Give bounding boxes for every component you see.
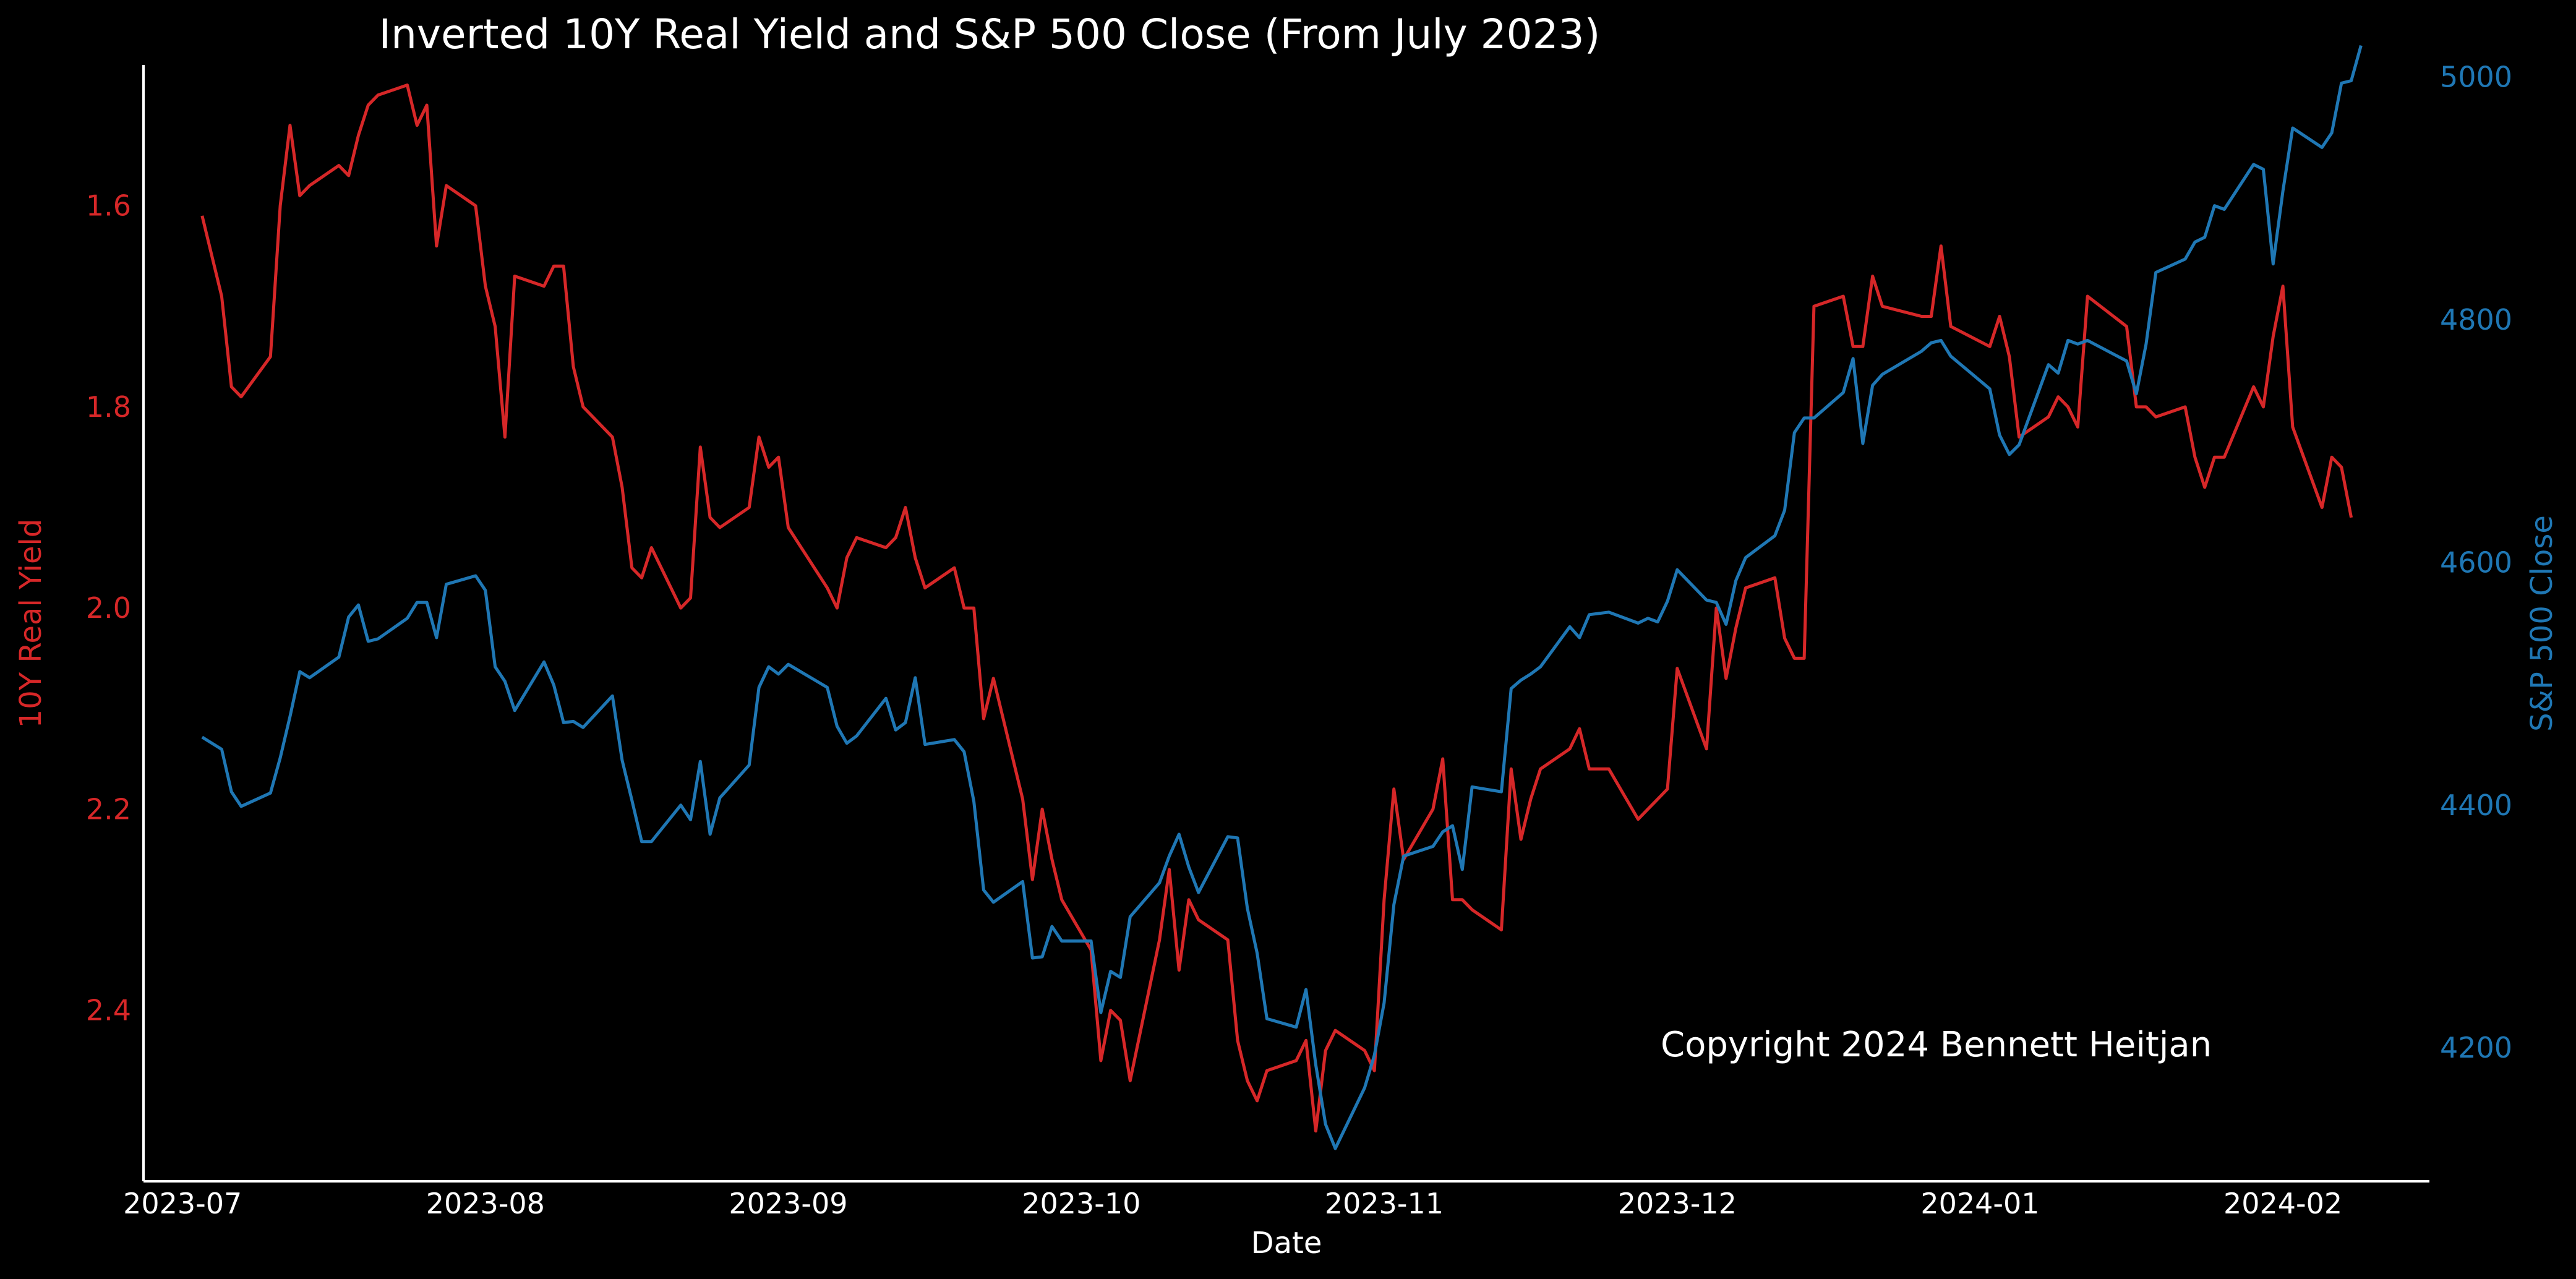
copyright-annotation: Copyright 2024 Bennett Heitjan <box>1661 1025 2212 1065</box>
chart-title: Inverted 10Y Real Yield and S&P 500 Clos… <box>379 11 1601 58</box>
y-left-tick-label: 2.4 <box>86 994 131 1027</box>
y-left-axis-label: 10Y Real Yield <box>14 519 48 729</box>
y-left-tick-label: 1.6 <box>86 189 131 223</box>
x-tick-label: 2023-11 <box>1325 1187 1444 1220</box>
x-tick-label: 2023-10 <box>1022 1187 1140 1220</box>
tick-labels: 2023-07 2023-08 2023-09 2023-10 2023-11 2023-… <box>86 61 2512 1220</box>
y-right-tick-label: 4800 <box>2440 303 2512 336</box>
real-yield-line <box>200 83 2353 1133</box>
y-right-axis-label: S&P 500 Close <box>2525 515 2559 732</box>
y-right-tick-label: 4400 <box>2440 789 2512 822</box>
x-tick-label: 2023-12 <box>1618 1187 1737 1220</box>
series-lines <box>200 45 2363 1150</box>
y-left-tick-label: 2.2 <box>86 792 131 826</box>
x-tick-label: 2023-08 <box>426 1187 545 1220</box>
x-tick-label: 2023-07 <box>123 1187 242 1220</box>
y-right-tick-label: 5000 <box>2440 61 2512 94</box>
sp500-close-line <box>201 45 2363 1150</box>
axes <box>142 65 2429 1183</box>
x-tick-label: 2023-09 <box>729 1187 847 1220</box>
x-tick-label: 2024-01 <box>1920 1187 2039 1220</box>
y-left-tick-label: 1.8 <box>86 390 131 424</box>
y-right-tick-label: 4600 <box>2440 545 2512 579</box>
y-right-tick-label: 4200 <box>2440 1031 2512 1064</box>
x-axis-label: Date <box>1251 1226 1322 1260</box>
y-left-tick-label: 2.0 <box>86 591 131 625</box>
x-tick-label: 2024-02 <box>2223 1187 2342 1220</box>
